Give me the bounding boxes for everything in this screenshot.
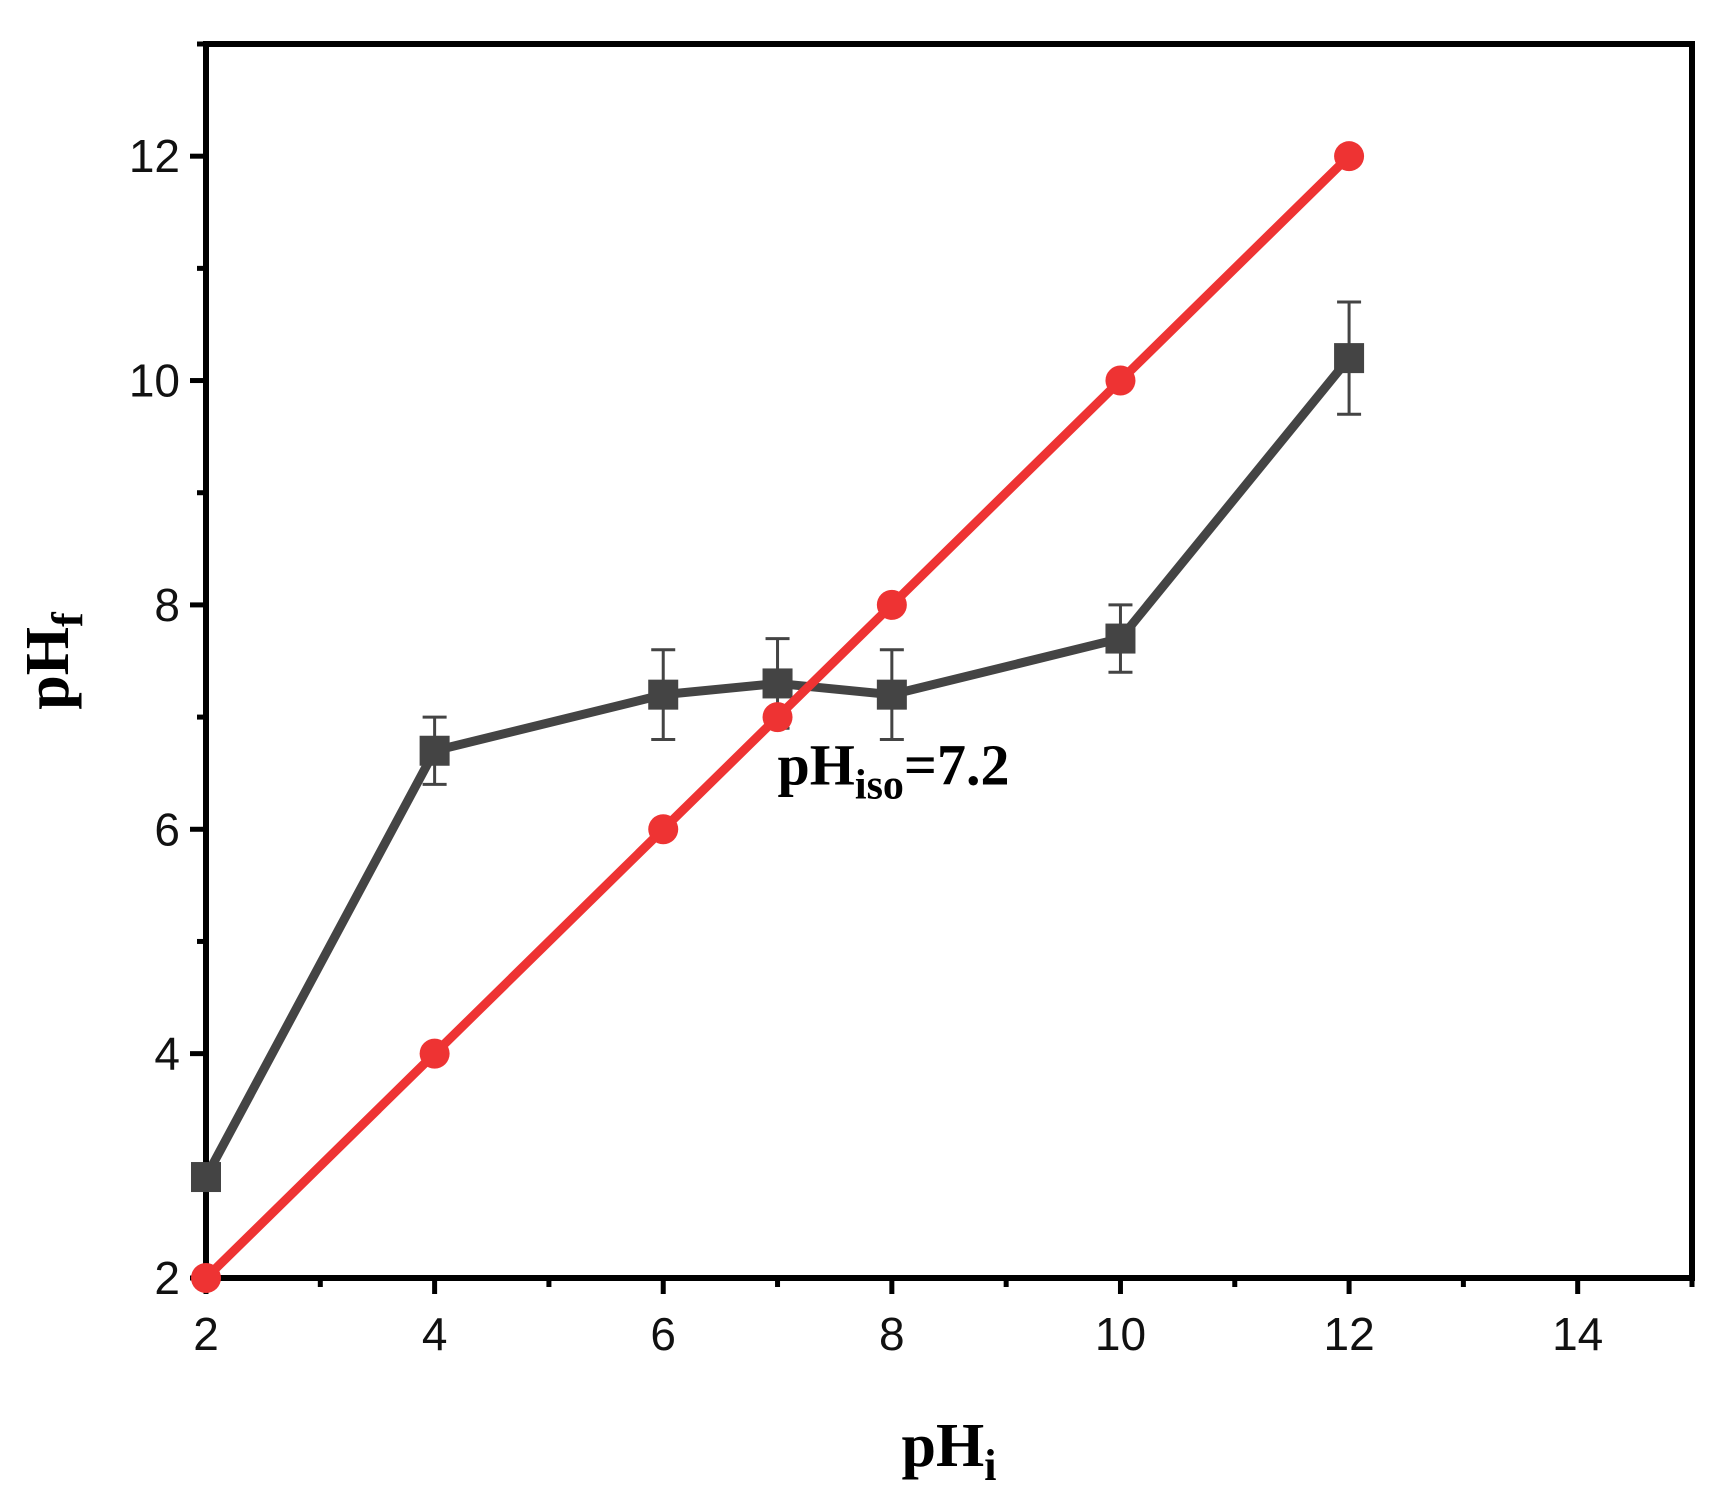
y-tick-label: 12 (129, 130, 180, 182)
series-1-point (876, 679, 907, 710)
series-1-point (419, 735, 450, 766)
y-tick-label: 2 (154, 1252, 180, 1304)
y-axis-title-main: pH (14, 627, 82, 710)
y-tick-label: 6 (154, 803, 180, 855)
series-2-point (419, 1038, 450, 1069)
x-tick-label: 2 (193, 1308, 219, 1360)
y-tick-label: 8 (154, 579, 180, 631)
x-tick-label: 4 (422, 1308, 448, 1360)
series-1-point (762, 668, 793, 699)
x-tick-label: 6 (650, 1308, 676, 1360)
series-1-point (648, 679, 679, 710)
y-tick-label: 4 (154, 1028, 180, 1080)
plot-frame (203, 41, 1695, 1281)
x-axis-title: pHi (902, 1412, 997, 1490)
series-2-point (1105, 365, 1136, 396)
series-1-point (191, 1162, 221, 1193)
series-layer (191, 141, 1365, 1293)
x-tick-label: 14 (1552, 1308, 1603, 1360)
series-2-point (191, 1263, 221, 1293)
plot-frame-layer (203, 41, 1695, 1281)
series-2-point (1334, 141, 1365, 172)
y-axis-title-sub: f (43, 611, 92, 627)
annotation-sub: iso (855, 762, 904, 808)
series-2-point (876, 589, 907, 620)
x-tick-label: 10 (1095, 1308, 1146, 1360)
series-1-point (1334, 343, 1365, 374)
x-axis-title-main: pH (902, 1412, 985, 1480)
y-tick-label: 10 (129, 355, 180, 407)
annotation-main: pH (778, 732, 855, 797)
x-tick-label: 12 (1323, 1308, 1374, 1360)
x-tick-label: 8 (879, 1308, 905, 1360)
series-2-point (762, 702, 793, 733)
annotation-rest: =7.2 (904, 732, 1010, 797)
x-axis-title-sub: i (984, 1441, 996, 1490)
series-2-point (648, 814, 679, 845)
ticks-layer: 2 4 6 8 10 12 14 2 4 6 8 10 12 (129, 41, 1695, 1360)
series-1-point (1105, 623, 1136, 654)
annotation: pHiso=7.2 (778, 732, 1010, 808)
y-axis-title: pHf (14, 611, 92, 710)
